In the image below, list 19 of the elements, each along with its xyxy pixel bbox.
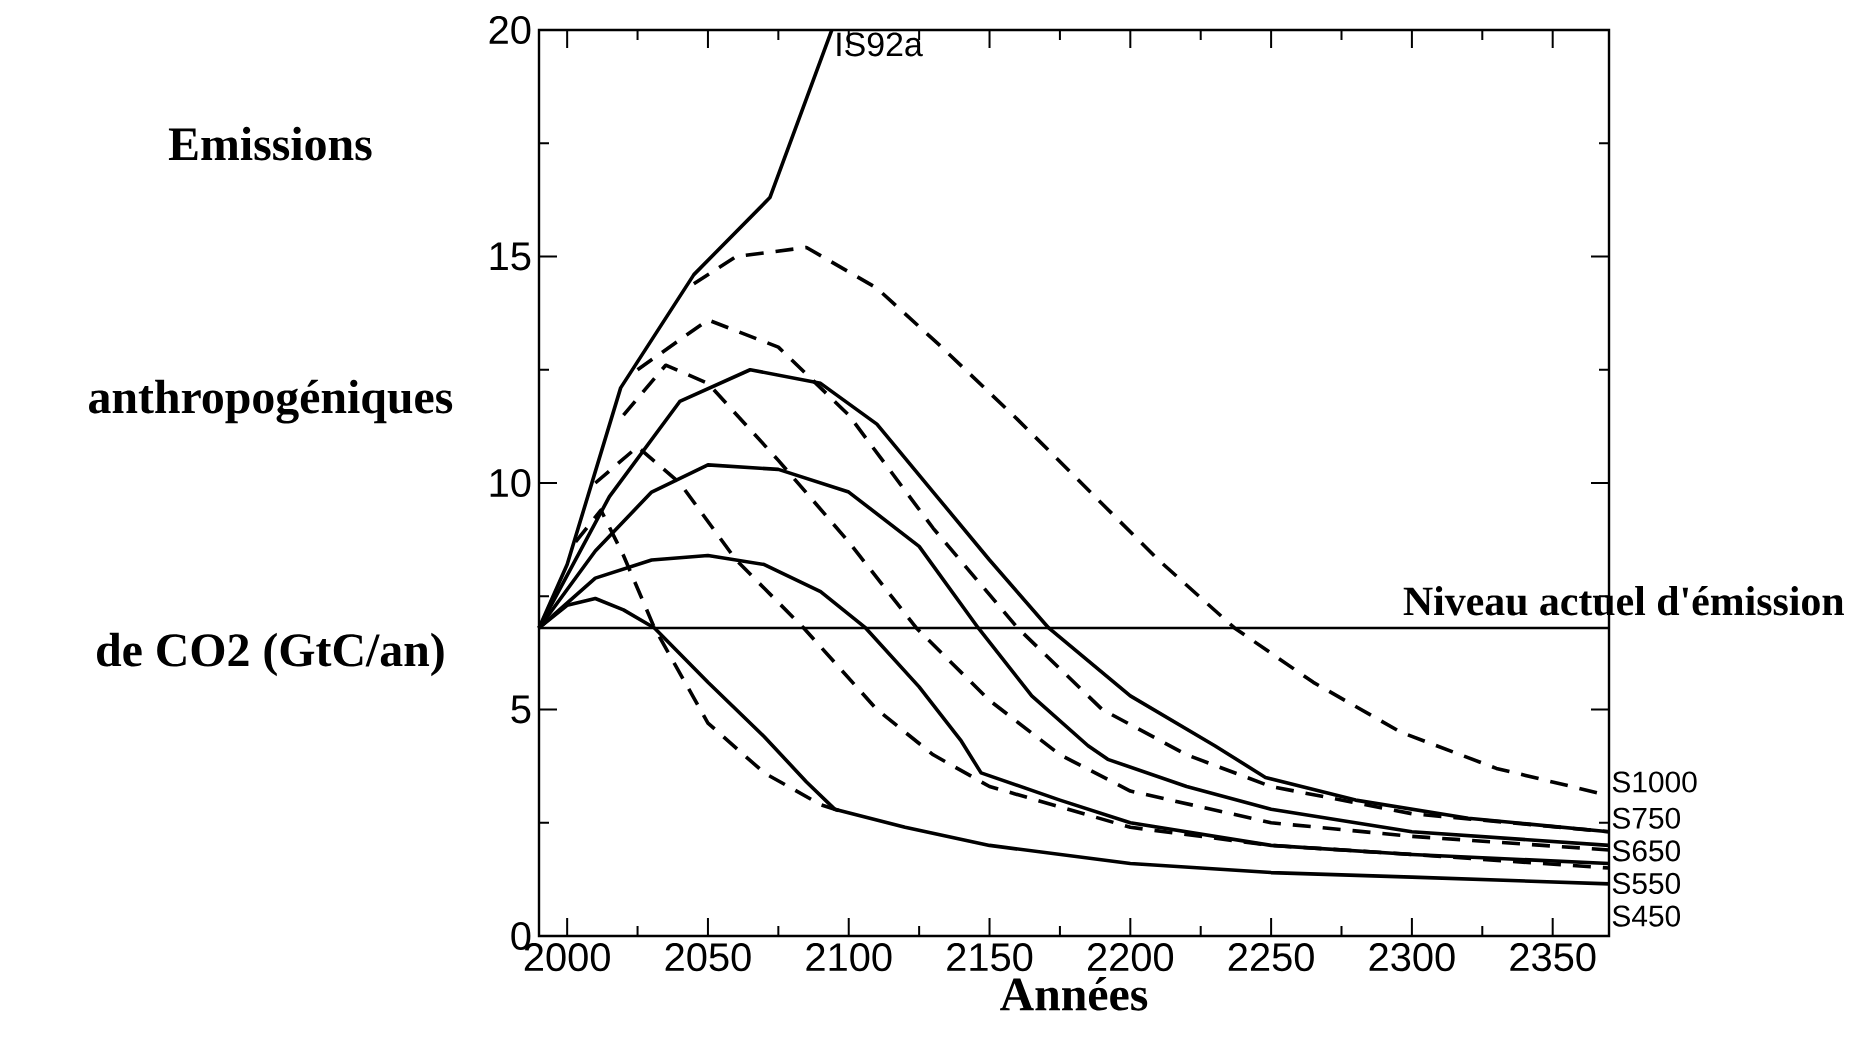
x-tick-label: 2050 xyxy=(665,943,751,972)
x-tick-label: 2250 xyxy=(1228,943,1314,972)
x-axis-title: Années xyxy=(1000,976,1148,1011)
x-tick-label: 2100 xyxy=(806,943,892,972)
x-tick-label: 2300 xyxy=(1369,943,1455,972)
y-tick-label: 20 xyxy=(489,15,531,45)
series-label: S1000 xyxy=(1612,771,1697,793)
series-label: S550 xyxy=(1612,872,1681,895)
y-tick-label: 5 xyxy=(511,695,531,724)
x-tick-label: 2150 xyxy=(947,943,1033,972)
x-tick-label: 2200 xyxy=(1087,943,1174,972)
y-tick-label: 15 xyxy=(490,242,531,271)
legend-label: S450 xyxy=(1612,905,1681,927)
y-tick-label: 10 xyxy=(490,468,531,498)
x-tick-label: 2350 xyxy=(1510,943,1596,972)
series-label: S650 xyxy=(1612,840,1681,862)
legend-label: IS92a xyxy=(837,32,923,57)
text: Emissions anthropogéniques de CO2 (GtC/an) xyxy=(89,126,453,677)
legend-label: S750 xyxy=(1612,807,1681,829)
